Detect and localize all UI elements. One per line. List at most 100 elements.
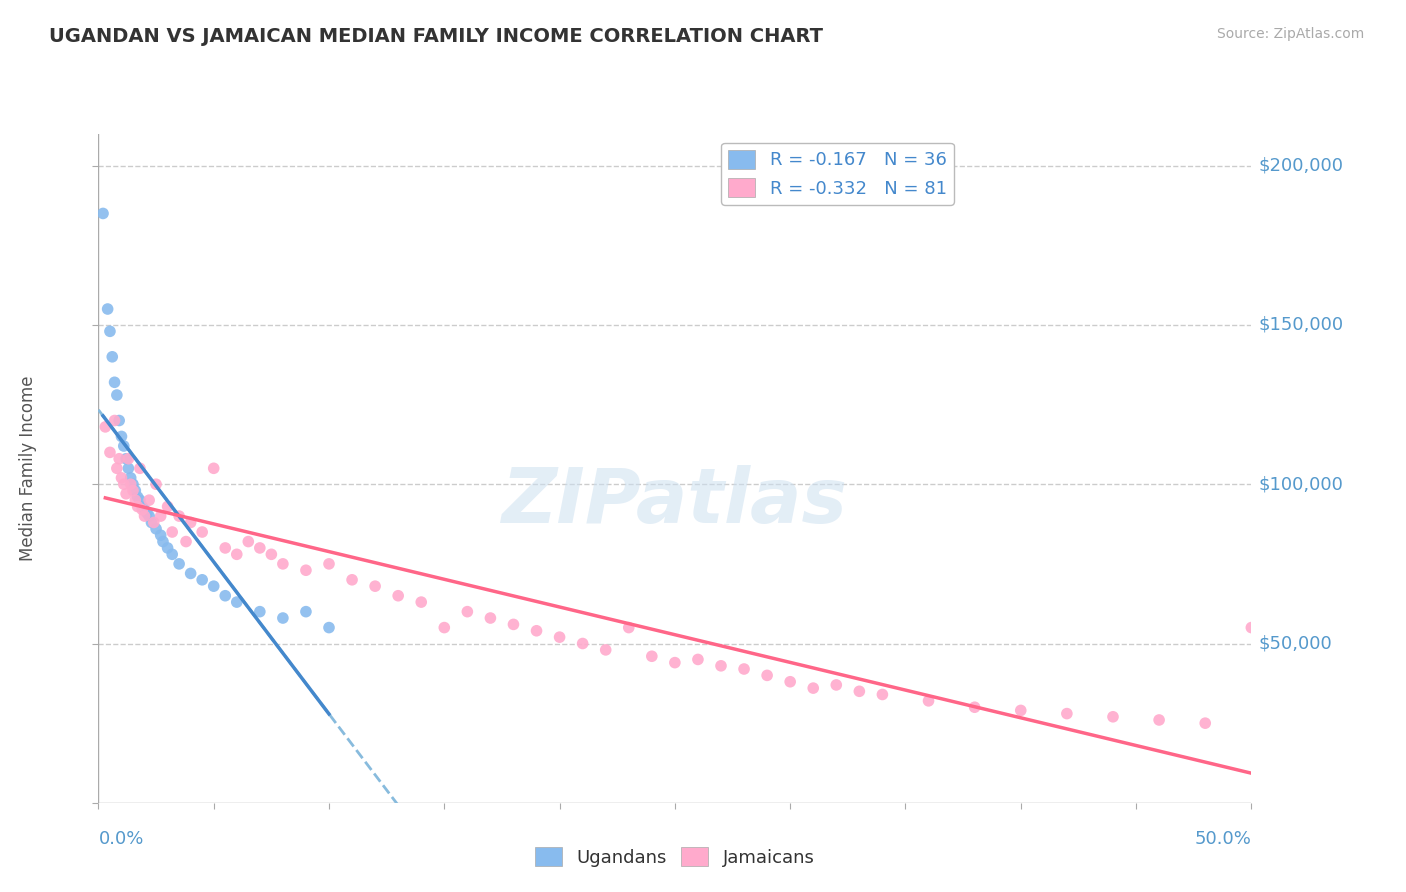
Point [174,534,197,549]
Point [801,681,824,695]
Text: 0.0%: 0.0% [98,830,143,847]
Point [318,557,340,571]
Point [1102,710,1125,724]
Point [167,509,190,524]
Point [1333,735,1355,749]
Point [122,483,145,498]
Point [127,500,149,514]
Point [152,534,174,549]
Point [191,573,214,587]
Point [115,487,138,501]
Point [710,658,733,673]
Point [479,611,502,625]
Point [120,477,142,491]
Point [225,547,247,561]
Point [120,471,142,485]
Point [160,547,183,561]
Point [149,509,172,524]
Point [145,477,167,491]
Point [134,509,156,524]
Point [917,694,939,708]
Point [387,589,409,603]
Point [1240,621,1263,635]
Point [138,493,160,508]
Point [103,376,125,390]
Point [1056,706,1078,721]
Point [1378,739,1400,753]
Point [127,490,149,504]
Point [202,579,225,593]
Point [1010,703,1032,717]
Legend: Ugandans, Jamaicans: Ugandans, Jamaicans [527,840,823,874]
Point [124,483,146,498]
Point [101,350,124,364]
Text: ZIPatlas: ZIPatlas [502,465,848,539]
Point [548,630,571,644]
Text: $100,000: $100,000 [1258,475,1343,493]
Point [364,579,387,593]
Text: $50,000: $50,000 [1258,634,1331,653]
Point [149,528,172,542]
Point [872,688,894,702]
Point [191,524,214,539]
Point [571,636,593,650]
Text: 50.0%: 50.0% [1195,830,1251,847]
Point [117,451,139,466]
Point [641,649,664,664]
Point [112,477,135,491]
Point [180,516,202,530]
Point [131,500,153,514]
Point [129,493,152,508]
Point [105,461,128,475]
Point [180,566,202,581]
Point [340,573,363,587]
Point [1147,713,1170,727]
Point [249,541,271,555]
Point [214,541,236,555]
Point [595,643,617,657]
Point [134,502,156,516]
Point [160,524,183,539]
Point [91,206,114,220]
Point [156,500,179,514]
Point [238,534,260,549]
Point [131,502,153,516]
Point [433,621,456,635]
Point [733,662,755,676]
Point [318,621,340,635]
Text: $200,000: $200,000 [1258,157,1343,175]
Point [97,301,120,316]
Point [502,617,524,632]
Point [1194,716,1216,731]
Point [129,461,152,475]
Point [411,595,433,609]
Point [141,516,163,530]
Point [105,388,128,402]
Point [108,413,131,427]
Point [271,557,294,571]
Text: UGANDAN VS JAMAICAN MEDIAN FAMILY INCOME CORRELATION CHART: UGANDAN VS JAMAICAN MEDIAN FAMILY INCOME… [49,27,823,45]
Point [94,420,117,434]
Point [112,439,135,453]
Point [295,605,318,619]
Point [686,652,709,666]
Point [108,451,131,466]
Point [142,516,165,530]
Point [202,461,225,475]
Point [825,678,848,692]
Text: $150,000: $150,000 [1258,316,1344,334]
Point [756,668,779,682]
Point [617,621,640,635]
Point [249,605,271,619]
Point [156,541,179,555]
Point [98,324,121,338]
Point [138,509,160,524]
Text: Median Family Income: Median Family Income [20,376,37,561]
Point [260,547,283,561]
Point [167,557,190,571]
Point [271,611,294,625]
Point [963,700,986,714]
Point [135,506,157,520]
Point [225,595,247,609]
Point [110,471,132,485]
